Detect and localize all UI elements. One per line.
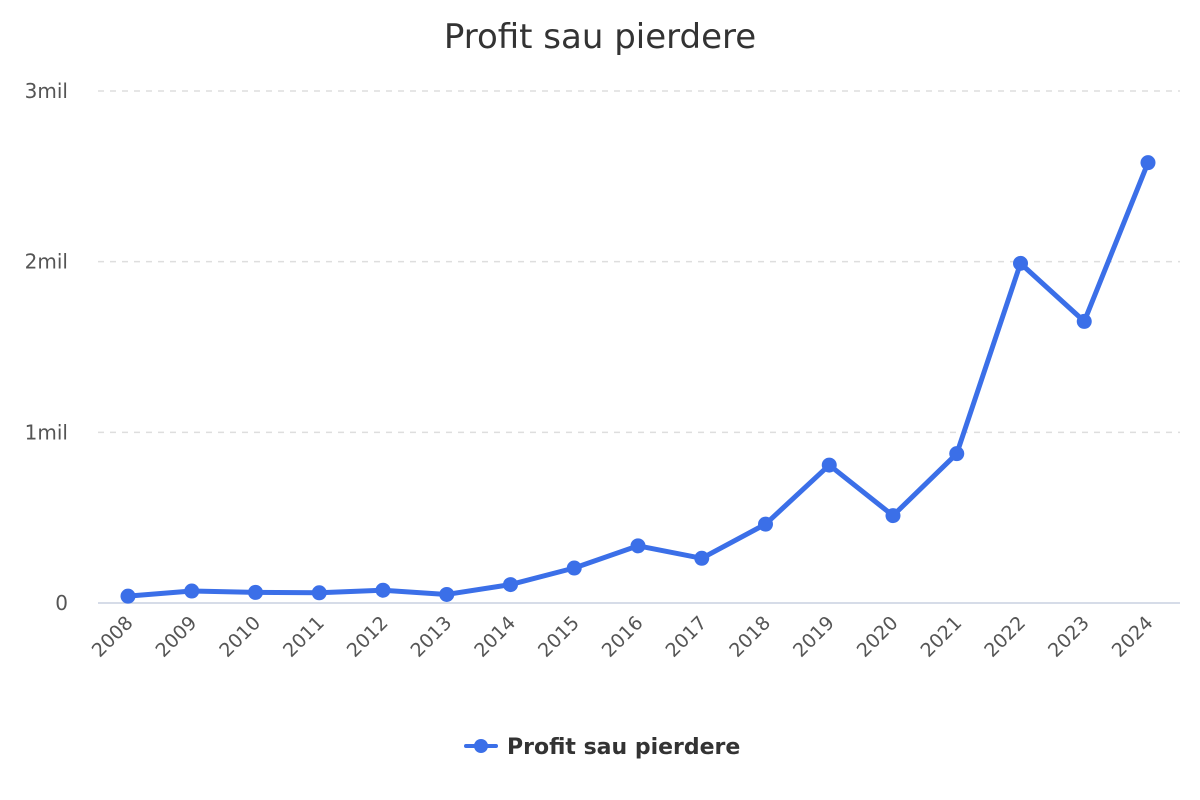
x-tick-label: 2010 — [215, 612, 265, 662]
x-tick-label: 2011 — [279, 612, 329, 662]
legend-marker — [474, 739, 488, 753]
x-tick-label: 2023 — [1044, 612, 1094, 662]
x-tick-label: 2013 — [407, 612, 457, 662]
y-tick-label: 3mil — [25, 79, 68, 103]
chart-title: Profit sau pierdere — [444, 17, 756, 57]
x-tick-label: 2009 — [152, 612, 202, 662]
x-tick-label: 2022 — [980, 612, 1030, 662]
data-point-2008[interactable] — [120, 588, 136, 604]
data-point-2017[interactable] — [694, 550, 710, 566]
grid-lines — [98, 90, 1180, 604]
x-tick-label: 2024 — [1108, 612, 1158, 662]
x-tick-label: 2008 — [88, 612, 138, 662]
data-point-2024[interactable] — [1140, 155, 1156, 171]
x-tick-label: 2018 — [725, 612, 775, 662]
x-axis-ticks: 2008 2009 2010 2011 2012 2013 2014 2015 2016 2017… — [88, 612, 1158, 662]
x-tick-label: 2015 — [534, 612, 584, 662]
data-point-2023[interactable] — [1076, 313, 1092, 329]
data-point-2016[interactable] — [630, 538, 646, 554]
x-tick-label: 2017 — [662, 612, 712, 662]
data-point-2019[interactable] — [821, 457, 837, 473]
x-tick-label: 2014 — [470, 612, 520, 662]
data-point-2022[interactable] — [1013, 255, 1028, 271]
y-axis-ticks: 0 1mil 2mil 3mil — [25, 79, 68, 615]
data-point-2021[interactable] — [949, 446, 965, 462]
y-tick-label: 2mil — [25, 250, 68, 274]
x-tick-label: 2019 — [789, 612, 839, 662]
data-point-2018[interactable] — [758, 516, 773, 532]
data-point-2010[interactable] — [248, 584, 263, 600]
x-tick-label: 2020 — [853, 612, 903, 662]
x-tick-label: 2016 — [598, 612, 648, 662]
x-tick-label: 2021 — [917, 612, 967, 662]
data-point-2020[interactable] — [885, 508, 901, 524]
series-line — [125, 160, 1151, 599]
data-point-2015[interactable] — [566, 560, 582, 576]
data-point-2009[interactable] — [184, 583, 200, 599]
x-tick-label: 2012 — [343, 612, 393, 662]
data-point-2012[interactable] — [375, 582, 391, 598]
data-point-2013[interactable] — [439, 586, 455, 602]
legend-label: Profit sau pierdere — [507, 735, 740, 760]
data-point-2014[interactable] — [503, 577, 518, 593]
y-tick-label: 1mil — [25, 420, 68, 444]
data-point-2011[interactable] — [311, 585, 327, 601]
legend[interactable]: Profit sau pierdere — [464, 735, 740, 760]
series-layer — [120, 155, 1156, 604]
y-tick-label: 0 — [55, 591, 68, 615]
